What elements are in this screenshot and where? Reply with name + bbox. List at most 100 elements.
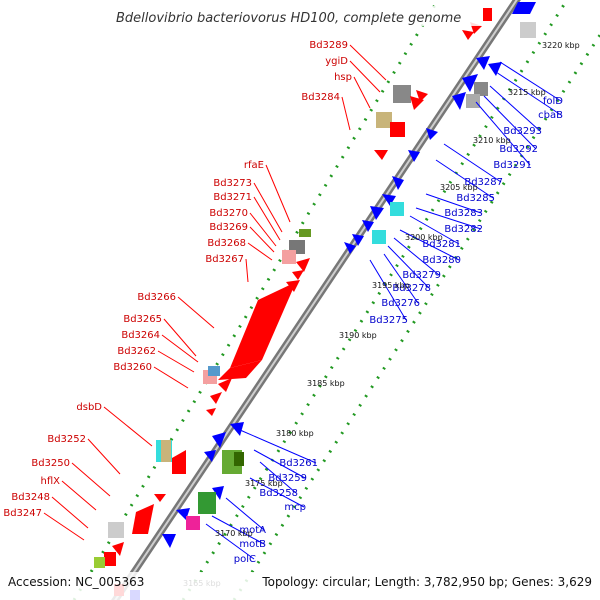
forward-gene bbox=[198, 492, 216, 514]
forward-gene-label: Bd3279 bbox=[402, 270, 441, 281]
reverse-gene-label: Bd3250 bbox=[31, 458, 70, 469]
leader-line bbox=[259, 461, 297, 494]
forward-gene bbox=[476, 56, 490, 70]
leader-line bbox=[435, 159, 494, 199]
reverse-gene-label: Bd3247 bbox=[3, 508, 42, 519]
leader-line bbox=[153, 366, 189, 389]
forward-gene bbox=[372, 230, 386, 244]
outer-dot-track bbox=[72, 0, 440, 600]
reverse-gene-label: Bd3260 bbox=[113, 362, 152, 373]
forward-gene bbox=[462, 74, 478, 92]
forward-gene bbox=[352, 234, 364, 246]
forward-gene-label: motA bbox=[239, 525, 266, 536]
reverse-gene-label: hflX bbox=[41, 476, 61, 487]
reverse-gene-label: Bd3270 bbox=[209, 208, 248, 219]
leader-line bbox=[211, 515, 265, 545]
reverse-gene-label: Bd3269 bbox=[209, 222, 248, 233]
reverse-gene-label: dsbD bbox=[76, 402, 102, 413]
leader-line bbox=[247, 242, 273, 261]
leader-line bbox=[265, 164, 291, 223]
forward-gene-labels: folD cbaB Bd3293 Bd3292 Bd3291 Bd3287 Bd3285 Bd… bbox=[205, 61, 563, 565]
scale-tick-label: 3210 kbp bbox=[473, 136, 511, 145]
forward-gene-label: Bd3282 bbox=[444, 224, 483, 235]
forward-gene-label: folD bbox=[543, 96, 563, 107]
forward-gene-label: Bd3292 bbox=[499, 144, 538, 155]
reverse-gene bbox=[172, 450, 186, 474]
leader-line bbox=[383, 253, 419, 304]
forward-gene-label: Bd3276 bbox=[381, 298, 420, 309]
reverse-gene bbox=[154, 494, 166, 502]
leader-line bbox=[157, 350, 195, 373]
forward-gene bbox=[520, 22, 536, 38]
forward-gene bbox=[370, 206, 384, 220]
reverse-gene bbox=[112, 542, 124, 556]
forward-gene bbox=[452, 92, 466, 110]
leader-line bbox=[239, 429, 317, 464]
reverse-gene-label: ygiD bbox=[325, 56, 348, 67]
leader-line bbox=[163, 318, 197, 357]
leader-line bbox=[425, 193, 482, 214]
forward-gene-label: Bd3287 bbox=[464, 177, 503, 188]
forward-gene bbox=[162, 534, 176, 548]
leader-line bbox=[349, 44, 387, 81]
forward-gene-label: Bd3278 bbox=[392, 283, 431, 294]
reverse-gene bbox=[94, 557, 105, 568]
reverse-gene-label: Bd3267 bbox=[205, 254, 244, 265]
reverse-gene bbox=[416, 90, 428, 102]
reverse-strand-features bbox=[94, 8, 492, 596]
leader-line bbox=[103, 406, 153, 447]
scale-tick-label: 3215 kbp bbox=[508, 88, 546, 97]
forward-gene bbox=[382, 194, 396, 206]
reverse-gene-label: Bd3268 bbox=[207, 238, 246, 249]
forward-strand-features bbox=[130, 2, 536, 600]
forward-gene bbox=[344, 242, 356, 254]
forward-gene-label: motB bbox=[239, 539, 266, 550]
leader-line bbox=[253, 182, 283, 233]
scale-tick-label: 3220 kbp bbox=[542, 41, 580, 50]
forward-gene bbox=[488, 62, 502, 76]
scale-tick-label: 3205 kbp bbox=[440, 183, 478, 192]
scale-tick-label: 3170 kbp bbox=[215, 529, 253, 538]
reverse-gene bbox=[374, 150, 388, 160]
leader-line bbox=[205, 523, 255, 560]
reverse-gene-label: Bd3248 bbox=[11, 492, 50, 503]
leader-line bbox=[443, 143, 502, 183]
reverse-gene bbox=[208, 366, 220, 376]
scale-tick-label: 3175 kbp bbox=[245, 479, 283, 488]
leader-line bbox=[489, 85, 541, 132]
leader-line bbox=[249, 226, 275, 253]
forward-gene bbox=[362, 220, 374, 232]
forward-gene bbox=[230, 422, 244, 436]
leader-line bbox=[245, 258, 249, 283]
leader-line bbox=[161, 334, 199, 363]
leader-line bbox=[341, 96, 351, 131]
forward-gene bbox=[474, 82, 488, 96]
map-title: Bdellovibrio bacteriovorus HD100, comple… bbox=[116, 11, 461, 26]
reverse-gene-label: Bd3289 bbox=[309, 40, 348, 51]
forward-gene-label: Bd3261 bbox=[279, 458, 318, 469]
leader-line bbox=[87, 438, 121, 475]
forward-gene-label: mcp bbox=[284, 502, 306, 513]
leader-line bbox=[249, 212, 277, 247]
leader-line bbox=[253, 196, 281, 241]
leader-line bbox=[475, 101, 531, 166]
forward-gene bbox=[212, 486, 224, 500]
reverse-gene-label: Bd3266 bbox=[137, 292, 176, 303]
reverse-gene bbox=[104, 552, 116, 566]
reverse-gene bbox=[132, 504, 154, 534]
reverse-gene bbox=[218, 378, 232, 392]
leader-line bbox=[249, 477, 305, 508]
reverse-gene bbox=[462, 30, 474, 40]
forward-gene-label: Bd3280 bbox=[422, 255, 461, 266]
leader-line bbox=[483, 95, 537, 150]
scale-tick-label: 3185 kbp bbox=[307, 379, 345, 388]
reverse-gene bbox=[210, 392, 222, 404]
leader-line bbox=[71, 462, 111, 497]
forward-gene bbox=[234, 452, 244, 466]
reverse-gene bbox=[390, 122, 405, 137]
reverse-gene bbox=[483, 8, 492, 21]
reverse-gene-label: hsp bbox=[334, 72, 352, 83]
reverse-gene bbox=[230, 282, 296, 368]
